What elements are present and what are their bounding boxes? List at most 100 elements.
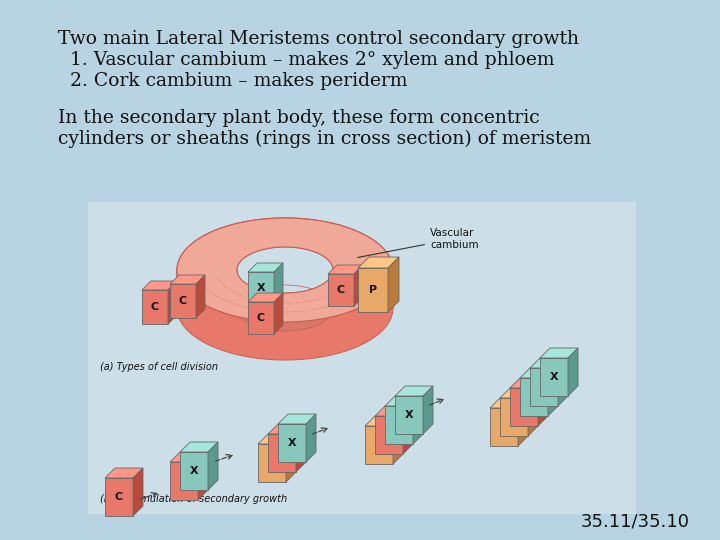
Polygon shape [248, 263, 283, 272]
Text: C: C [151, 302, 159, 312]
Polygon shape [237, 270, 333, 331]
Text: C: C [520, 402, 528, 412]
Text: X: X [540, 382, 549, 392]
Polygon shape [375, 406, 413, 416]
Polygon shape [540, 348, 578, 358]
Polygon shape [520, 368, 558, 378]
Text: cylinders or sheaths (rings in cross section) of meristem: cylinders or sheaths (rings in cross sec… [58, 130, 591, 148]
Polygon shape [180, 442, 218, 452]
Text: X: X [288, 438, 297, 448]
Polygon shape [196, 275, 205, 318]
Polygon shape [268, 434, 296, 472]
Polygon shape [142, 281, 177, 290]
Polygon shape [395, 396, 423, 434]
Polygon shape [375, 416, 403, 454]
Text: P: P [510, 412, 518, 422]
Text: (b) Accumulation of secondary growth: (b) Accumulation of secondary growth [100, 494, 287, 504]
Polygon shape [286, 434, 296, 482]
Polygon shape [248, 272, 274, 304]
Polygon shape [530, 358, 568, 368]
Text: X: X [405, 410, 413, 420]
Polygon shape [306, 414, 316, 462]
Polygon shape [510, 378, 548, 388]
Polygon shape [358, 268, 388, 312]
Polygon shape [177, 270, 393, 360]
Text: C: C [180, 476, 188, 486]
Polygon shape [177, 218, 393, 270]
Polygon shape [365, 426, 393, 464]
Polygon shape [568, 348, 578, 396]
Polygon shape [177, 218, 393, 322]
Polygon shape [268, 424, 306, 434]
Polygon shape [500, 398, 528, 436]
Polygon shape [274, 293, 283, 334]
Text: C: C [278, 448, 286, 458]
Text: X: X [530, 392, 539, 402]
Text: P: P [375, 440, 383, 450]
Text: Two main Lateral Meristems control secondary growth: Two main Lateral Meristems control secon… [58, 30, 579, 48]
Polygon shape [296, 424, 306, 472]
Polygon shape [490, 408, 518, 446]
Polygon shape [248, 293, 283, 302]
Polygon shape [180, 452, 208, 490]
Polygon shape [258, 434, 296, 444]
Polygon shape [258, 444, 286, 482]
Text: P: P [500, 422, 508, 432]
Text: C: C [179, 296, 187, 306]
Polygon shape [520, 378, 548, 416]
Polygon shape [385, 396, 423, 406]
Text: X: X [257, 283, 265, 293]
Text: 35.11/35.10: 35.11/35.10 [581, 512, 690, 530]
Polygon shape [133, 468, 143, 516]
Text: (a) Types of cell division: (a) Types of cell division [100, 362, 218, 372]
Text: C: C [385, 430, 393, 440]
Text: 1. Vascular cambium – makes 2° xylem and phloem: 1. Vascular cambium – makes 2° xylem and… [58, 51, 554, 69]
Text: C: C [337, 285, 345, 295]
Polygon shape [328, 265, 363, 274]
Polygon shape [490, 398, 528, 408]
Polygon shape [105, 478, 133, 516]
Text: X: X [189, 466, 198, 476]
Polygon shape [358, 257, 399, 268]
Text: Vascular
cambium: Vascular cambium [358, 228, 479, 258]
Polygon shape [170, 462, 198, 500]
Polygon shape [237, 247, 333, 308]
Text: C: C [115, 492, 123, 502]
Polygon shape [510, 388, 538, 426]
Polygon shape [528, 388, 538, 436]
Polygon shape [170, 275, 205, 284]
Polygon shape [278, 424, 306, 462]
Polygon shape [393, 416, 403, 464]
Polygon shape [328, 274, 354, 306]
Polygon shape [365, 416, 403, 426]
FancyBboxPatch shape [88, 202, 636, 514]
Polygon shape [538, 378, 548, 426]
Text: P: P [268, 458, 276, 468]
Text: C: C [257, 313, 265, 323]
Polygon shape [170, 452, 208, 462]
Polygon shape [274, 263, 283, 304]
Polygon shape [105, 468, 143, 478]
Polygon shape [177, 218, 393, 308]
Text: X: X [395, 420, 403, 430]
Polygon shape [413, 396, 423, 444]
Polygon shape [278, 414, 316, 424]
Polygon shape [530, 368, 558, 406]
Polygon shape [518, 398, 528, 446]
Polygon shape [558, 358, 568, 406]
Text: 2. Cork cambium – makes periderm: 2. Cork cambium – makes periderm [58, 72, 408, 90]
Polygon shape [423, 386, 433, 434]
Polygon shape [208, 442, 218, 490]
Polygon shape [403, 406, 413, 454]
Polygon shape [395, 386, 433, 396]
Polygon shape [142, 290, 168, 324]
Polygon shape [248, 302, 274, 334]
Text: P: P [369, 285, 377, 295]
Polygon shape [354, 265, 363, 306]
Polygon shape [170, 284, 196, 318]
Polygon shape [198, 452, 208, 500]
Polygon shape [540, 358, 568, 396]
Polygon shape [385, 406, 413, 444]
Polygon shape [168, 281, 177, 324]
Text: X: X [549, 372, 558, 382]
